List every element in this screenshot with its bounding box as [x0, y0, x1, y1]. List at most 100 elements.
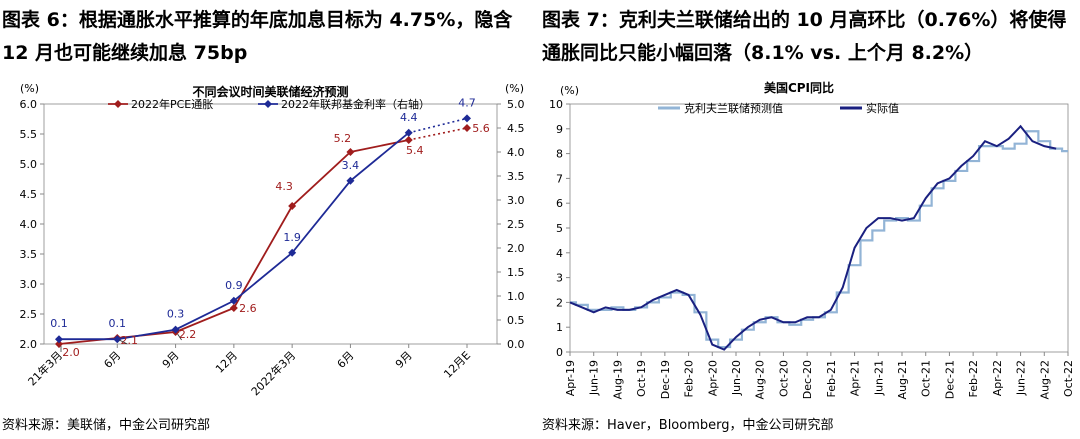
x-tick-label: Oct-21 — [920, 360, 933, 397]
y-tick-label: 1 — [556, 321, 563, 334]
ffr-marker — [404, 128, 413, 137]
x-tick-label: Dec-19 — [659, 360, 672, 399]
x-tick-label: Oct-20 — [777, 360, 790, 397]
y-tick-label: 7 — [556, 172, 563, 185]
right-figure: 图表 7：克利夫兰联储给出的 10 月高环比（0.76%）将使得通胀同比只能小幅… — [540, 0, 1080, 439]
ffr-data-label: 3.4 — [342, 159, 360, 172]
ffr-marker — [346, 176, 355, 185]
x-tick-label: 12月E — [441, 349, 473, 381]
legend-ffr-marker — [264, 100, 272, 108]
x-tick-label: Apr-21 — [849, 360, 862, 396]
left-source: 资料来源：美联储，中金公司研究部 — [2, 418, 211, 433]
pce-data-label: 2.1 — [121, 334, 139, 347]
pce-marker — [463, 124, 471, 132]
cpi-yoy-chart: (%) 美国CPI同比 0 1 2 3 4 5 6 7 8 9 10 Apr-19 Jun-19 Aug-19… — [549, 80, 1075, 399]
ffr-data-label: 0.9 — [225, 279, 243, 292]
y-tick-label: 0 — [556, 346, 563, 359]
y-tick-label: 2 — [556, 296, 563, 309]
right-tick-label: 4.5 — [507, 122, 525, 135]
x-tick-label: Dec-21 — [943, 360, 956, 399]
left-tick-label: 4.5 — [20, 188, 38, 201]
x-tick-label: Jun-20 — [730, 360, 743, 396]
x-tick-label: Oct-19 — [635, 360, 648, 397]
left-tick-label: 5.5 — [20, 128, 38, 141]
x-tick-label: Feb-20 — [683, 360, 696, 397]
right-source: 资料来源：Haver，Bloomberg，中金公司研究部 — [542, 418, 834, 433]
plot-frame — [569, 103, 1069, 353]
right-tick-label: 1.5 — [507, 266, 525, 279]
right-tick-label: 2.0 — [507, 242, 525, 255]
right-tick-label: 1.0 — [507, 290, 525, 303]
x-tick-label: Feb-22 — [967, 360, 980, 397]
x-tick-label: Aug-19 — [611, 360, 624, 399]
y-tick-label: 10 — [549, 98, 563, 111]
legend-pce-marker — [114, 100, 122, 108]
x-tick-label: Feb-21 — [825, 360, 838, 397]
ffr-marker — [171, 325, 180, 334]
x-tick-label: Jun-21 — [872, 360, 885, 396]
left-tick-label: 3.5 — [20, 248, 38, 261]
left-tick-label: 4.0 — [20, 218, 38, 231]
pce-leader — [119, 339, 128, 345]
right-tick-label: 2.5 — [507, 218, 525, 231]
x-tick-label: Apr-20 — [706, 360, 719, 396]
ffr-data-label: 0.1 — [50, 317, 68, 330]
x-tick-label: Jun-19 — [588, 360, 601, 396]
pce-data-label: 5.4 — [406, 144, 424, 157]
x-tick-label: Aug-21 — [896, 360, 909, 399]
forecast-step-line — [570, 130, 1068, 349]
ffr-data-label: 0.3 — [167, 308, 185, 321]
right-tick-label: 0.5 — [507, 314, 525, 327]
plot-frame — [43, 103, 498, 345]
x-tick-label: Aug-22 — [1038, 360, 1051, 399]
right-tick-label: 3.0 — [507, 194, 525, 207]
x-tick-label: Apr-22 — [991, 360, 1004, 396]
left-axis-unit: (%) — [20, 82, 39, 95]
left-tick-label: 2.5 — [20, 308, 38, 321]
pce-marker — [346, 148, 355, 156]
x-tick-label: 21年3月 — [25, 348, 65, 388]
pce-leader — [177, 333, 182, 341]
y-axis-unit: (%) — [560, 84, 579, 97]
pce-marker — [229, 304, 238, 312]
x-tick-label: 2022年3月 — [248, 348, 298, 398]
ffr-dashed-segment — [408, 117, 468, 134]
legend-pce-label: 2022年PCE通胀 — [131, 97, 213, 111]
pce-dashed-segment — [408, 127, 468, 141]
left-tick-label: 6.0 — [20, 98, 38, 111]
legend-ffr-label: 2022年联邦基金利率（右轴） — [281, 97, 430, 111]
left-tick-label: 2.0 — [20, 338, 38, 351]
ffr-data-label: 4.7 — [458, 96, 476, 109]
pce-data-label: 4.3 — [275, 180, 293, 193]
x-tick-label: Aug-20 — [754, 360, 767, 399]
ffr-marker — [288, 248, 297, 257]
right-tick-label: 4.0 — [507, 146, 525, 159]
pce-data-label: 2.6 — [239, 302, 257, 315]
left-figure-title: 图表 6：根据通胀水平推算的年底加息目标为 4.75%，隐含 12 月也可能继续… — [2, 9, 513, 64]
x-tick-label: 12月 — [213, 349, 240, 376]
right-figure-title: 图表 7：克利夫兰联储给出的 10 月高环比（0.76%）将使得通胀同比只能小幅… — [542, 9, 1067, 64]
legend-forecast-label: 克利夫兰联储预测值 — [684, 101, 783, 115]
pce-data-label: 5.6 — [472, 122, 490, 135]
ffr-marker — [113, 335, 122, 344]
ffr-data-label: 4.4 — [400, 111, 418, 124]
pce-ffr-chart: (%) (%) 不同会议时间美联储经济预测 2.0 2.5 3.0 3.5 4.0 4.5 5.0… — [20, 82, 525, 398]
ffr-data-label: 1.9 — [283, 231, 301, 244]
chart-title: 不同会议时间美联储经济预测 — [192, 84, 348, 99]
x-tick-label: Dec-20 — [801, 360, 814, 399]
right-tick-label: 0.0 — [507, 338, 525, 351]
chart-title: 美国CPI同比 — [764, 80, 834, 95]
y-tick-label: 8 — [556, 148, 563, 161]
x-tick-label: Oct-22 — [1062, 360, 1075, 397]
left-figure: 图表 6：根据通胀水平推算的年底加息目标为 4.75%，隐含 12 月也可能继续… — [2, 9, 525, 433]
pce-marker — [288, 202, 297, 210]
x-tick-label: 6月 — [335, 349, 357, 371]
y-tick-label: 6 — [556, 197, 563, 210]
y-tick-label: 3 — [556, 272, 563, 285]
ffr-marker — [55, 335, 63, 344]
y-tick-label: 9 — [556, 123, 563, 136]
pce-data-label: 2.2 — [179, 328, 197, 341]
pce-data-label: 5.2 — [334, 132, 352, 145]
y-tick-label: 4 — [556, 247, 563, 260]
left-tick-label: 3.0 — [20, 278, 38, 291]
